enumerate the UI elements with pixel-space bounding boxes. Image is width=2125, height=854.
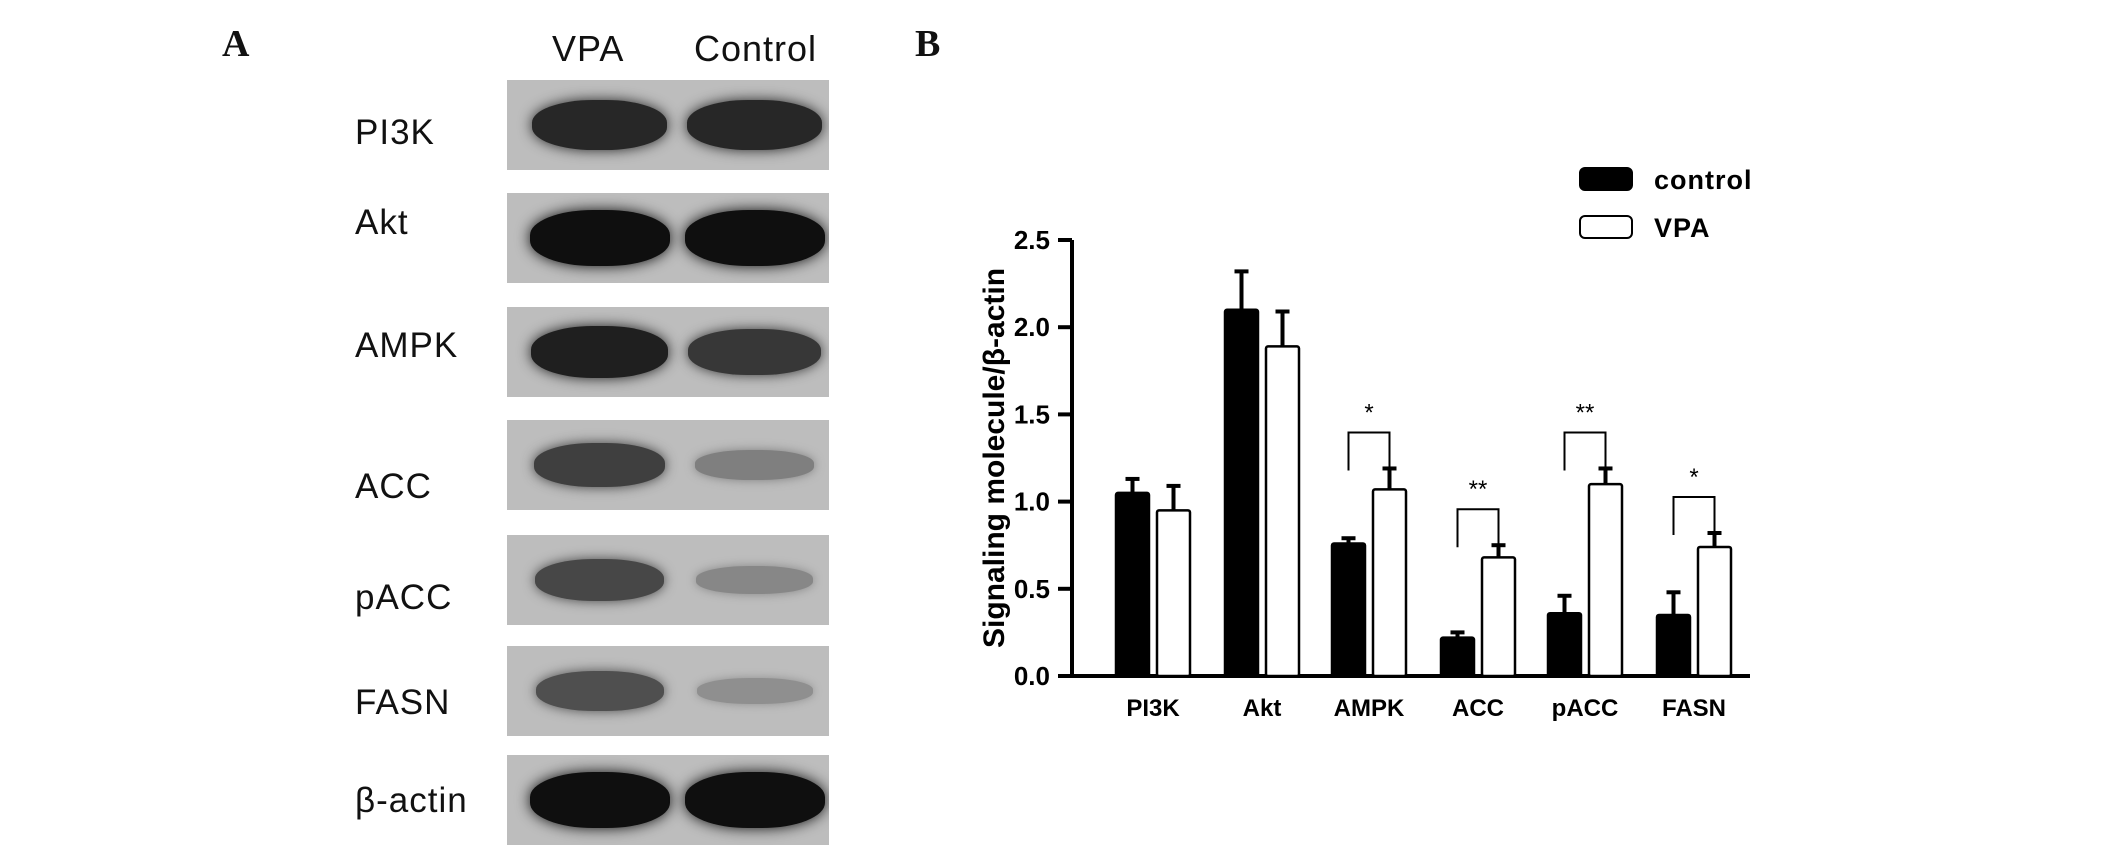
- blot-label: FASN: [355, 683, 451, 722]
- band-control: [696, 678, 813, 704]
- y-axis-title: Signaling molecule/β-actin: [978, 268, 1011, 648]
- blot-strip: [507, 420, 829, 510]
- legend-swatch-control: [1579, 167, 1633, 191]
- lane-label-control: Control: [694, 28, 818, 69]
- band-vpa: [534, 442, 665, 488]
- bar-control: [1439, 636, 1476, 678]
- bar-control: [1546, 611, 1583, 678]
- panel-a-letter: A: [222, 23, 250, 65]
- x-tick-label: pACC: [1552, 695, 1619, 722]
- bar-vpa: [1264, 345, 1301, 678]
- band-control: [684, 210, 825, 266]
- y-tick-label: 2.0: [1014, 312, 1050, 342]
- blot-label: ACC: [355, 467, 432, 506]
- bar-vpa: [1155, 509, 1192, 678]
- x-tick-label: FASN: [1662, 695, 1726, 722]
- x-tick-label: ACC: [1452, 695, 1504, 722]
- bar-control: [1330, 542, 1367, 678]
- band-vpa: [529, 210, 670, 266]
- band-control: [684, 772, 825, 828]
- legend-label-control: control: [1654, 165, 1753, 195]
- y-tick-label: 0.0: [1014, 661, 1050, 691]
- blot-strip: [507, 535, 829, 625]
- band-control: [695, 450, 814, 480]
- band-vpa: [535, 670, 664, 712]
- significance-bracket: [1672, 495, 1716, 535]
- bar-vpa: [1696, 545, 1733, 678]
- blot-label: PI3K: [355, 113, 435, 152]
- bar-control: [1223, 308, 1260, 678]
- y-tick-label: 2.5: [1014, 225, 1050, 255]
- bar-vpa: [1480, 556, 1517, 678]
- significance-bracket: [1456, 508, 1500, 548]
- blot-label: AMPK: [355, 326, 459, 365]
- band-control: [695, 566, 814, 594]
- legend-label-vpa: VPA: [1654, 213, 1711, 243]
- blot-strip: [507, 307, 829, 397]
- blot-strip: [507, 80, 829, 170]
- significance-label: **: [1576, 399, 1595, 426]
- panel-b-letter: B: [915, 23, 941, 65]
- legend-swatch-vpa: [1579, 215, 1633, 239]
- y-tick-label: 1.0: [1014, 487, 1050, 517]
- blot-strip: [507, 755, 829, 845]
- bar-vpa: [1587, 482, 1624, 678]
- blot-strip: [507, 193, 829, 283]
- bar-control: [1114, 491, 1151, 678]
- blot-label: Akt: [355, 203, 409, 242]
- lane-label-vpa: VPA: [552, 28, 625, 69]
- blot-label: β-actin: [355, 781, 468, 820]
- band-control: [686, 99, 823, 151]
- significance-bracket: [1347, 431, 1391, 471]
- band-vpa: [534, 558, 665, 602]
- band-vpa: [531, 325, 668, 379]
- x-tick-label: Akt: [1243, 695, 1282, 722]
- significance-bracket: [1563, 431, 1607, 471]
- x-tick-label: PI3K: [1126, 695, 1180, 722]
- significance-label: *: [1689, 464, 1698, 491]
- bar-control: [1655, 613, 1692, 678]
- y-tick-label: 0.5: [1014, 574, 1050, 604]
- significance-label: **: [1469, 476, 1488, 503]
- band-vpa: [531, 99, 668, 151]
- significance-label: *: [1364, 399, 1373, 426]
- band-control: [688, 328, 821, 376]
- blot-strip: [507, 646, 829, 736]
- y-tick-label: 1.5: [1014, 399, 1050, 429]
- band-vpa: [529, 772, 670, 828]
- blot-label: pACC: [355, 578, 453, 617]
- bar-vpa: [1371, 488, 1408, 678]
- x-tick-label: AMPK: [1334, 695, 1405, 722]
